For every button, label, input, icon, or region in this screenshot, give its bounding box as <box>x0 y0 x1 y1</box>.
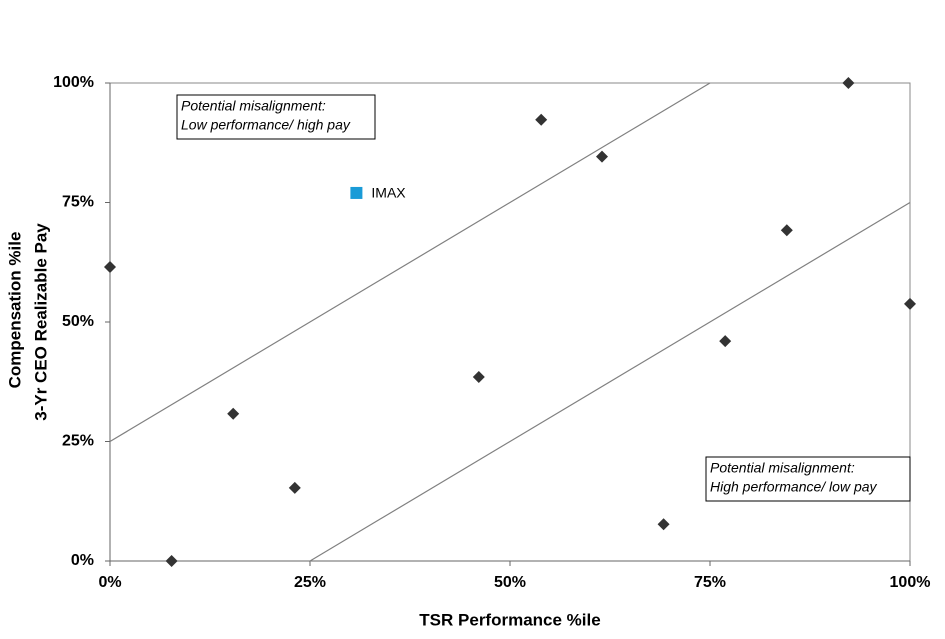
point-label: IMAX <box>371 185 406 201</box>
annotation-text: Potential misalignment: <box>710 460 855 476</box>
point <box>227 407 240 420</box>
annotation-box <box>176 94 376 140</box>
reference-line <box>109 82 711 443</box>
annotation-text: High performance/ low pay <box>710 479 878 495</box>
point <box>165 555 178 567</box>
annotation-text: Potential misalignment: <box>181 98 326 114</box>
point <box>288 481 301 494</box>
point <box>842 77 855 89</box>
point <box>596 150 608 163</box>
y-tick-label: 0% <box>71 552 94 569</box>
x-tick-label: 0% <box>98 574 121 591</box>
x-tick-label: 100% <box>890 574 931 591</box>
y-tick-label: 50% <box>62 313 94 330</box>
annotation-text: Low performance/ high pay <box>181 117 351 133</box>
point <box>719 335 732 348</box>
x-axis-title: TSR Performance %ile <box>419 610 600 629</box>
point <box>657 518 670 531</box>
point <box>780 224 793 237</box>
x-tick-label: 50% <box>494 574 526 591</box>
highlight-point <box>350 186 363 199</box>
point <box>904 297 916 310</box>
y-tick-label: 25% <box>62 433 94 450</box>
reference-line <box>309 201 911 562</box>
x-tick-label: 25% <box>294 574 326 591</box>
y-tick-label: 75% <box>62 194 94 211</box>
point <box>104 261 116 274</box>
x-tick-label: 75% <box>694 574 726 591</box>
point <box>472 370 485 383</box>
annotation-box <box>705 456 911 502</box>
y-axis-title: Compensation %ile <box>5 232 24 389</box>
point <box>535 113 548 126</box>
y-axis-title: 3-Yr CEO Realizable Pay <box>31 223 50 421</box>
y-tick-label: 100% <box>53 74 94 91</box>
